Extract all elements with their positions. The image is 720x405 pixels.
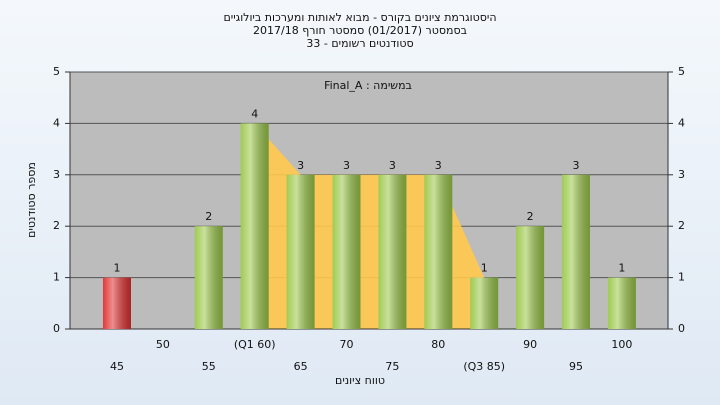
- annotation: Final_A : במשימה: [324, 79, 412, 92]
- bar-shading: [424, 174, 453, 329]
- y-tick-label: 3: [53, 168, 60, 181]
- data-label: 1: [618, 262, 625, 275]
- data-label: 1: [114, 262, 121, 275]
- title-line: בסמסטר (01/2017) סמסטר חורף 2017/18: [253, 24, 467, 37]
- x-tick-label: 65: [294, 360, 308, 373]
- x-tick-label: 75: [385, 360, 399, 373]
- y2-tick-label: 2: [678, 219, 685, 232]
- bar-shading: [332, 174, 361, 329]
- x-tick-label: 90: [523, 338, 537, 351]
- y2-tick-label: 0: [678, 322, 685, 335]
- x-tick-label: 100: [611, 338, 632, 351]
- x-tick-label: 95: [569, 360, 583, 373]
- x-tick-label: 50: [156, 338, 170, 351]
- y-tick-label: 5: [53, 65, 60, 78]
- data-label: 1: [481, 262, 488, 275]
- data-label: 3: [343, 159, 350, 172]
- title-line: סטודנטים רשומים - 33: [306, 37, 413, 50]
- x-tick-label: 55: [202, 360, 216, 373]
- data-label: 4: [251, 107, 258, 120]
- x-tick-label: (Q3 85): [463, 360, 505, 373]
- y2-tick-label: 3: [678, 168, 685, 181]
- y-tick-label: 0: [53, 322, 60, 335]
- bar-shading: [516, 226, 545, 329]
- x-tick-label: 45: [110, 360, 124, 373]
- data-label: 3: [297, 159, 304, 172]
- x-tick-label: (Q1 60): [234, 338, 276, 351]
- y-axis-label: מספר סטודנטים: [25, 162, 38, 238]
- title-line: היסטוגרמת ציונים בקורס - מבוא לאותות ומע…: [223, 11, 496, 24]
- bar-shading: [103, 277, 131, 329]
- bar-shading: [562, 174, 590, 329]
- y-tick-label: 1: [53, 271, 60, 284]
- x-tick-label: 80: [431, 338, 445, 351]
- x-axis-label: טווח ציונים: [335, 374, 385, 387]
- y2-tick-label: 5: [678, 65, 685, 78]
- bar-shading: [470, 277, 499, 329]
- data-label: 2: [527, 210, 534, 223]
- y-tick-label: 2: [53, 219, 60, 232]
- y-tick-label: 4: [53, 116, 60, 129]
- data-label: 3: [389, 159, 396, 172]
- data-label: 2: [205, 210, 212, 223]
- y2-tick-label: 1: [678, 271, 685, 284]
- bar-shading: [240, 123, 269, 330]
- bar-shading: [607, 277, 636, 329]
- data-label: 3: [435, 159, 442, 172]
- x-tick-label: 70: [340, 338, 354, 351]
- bar-shading: [286, 174, 315, 329]
- bar-shading: [194, 226, 223, 329]
- y2-tick-label: 4: [678, 116, 685, 129]
- data-label: 3: [573, 159, 580, 172]
- bar-shading: [378, 174, 407, 329]
